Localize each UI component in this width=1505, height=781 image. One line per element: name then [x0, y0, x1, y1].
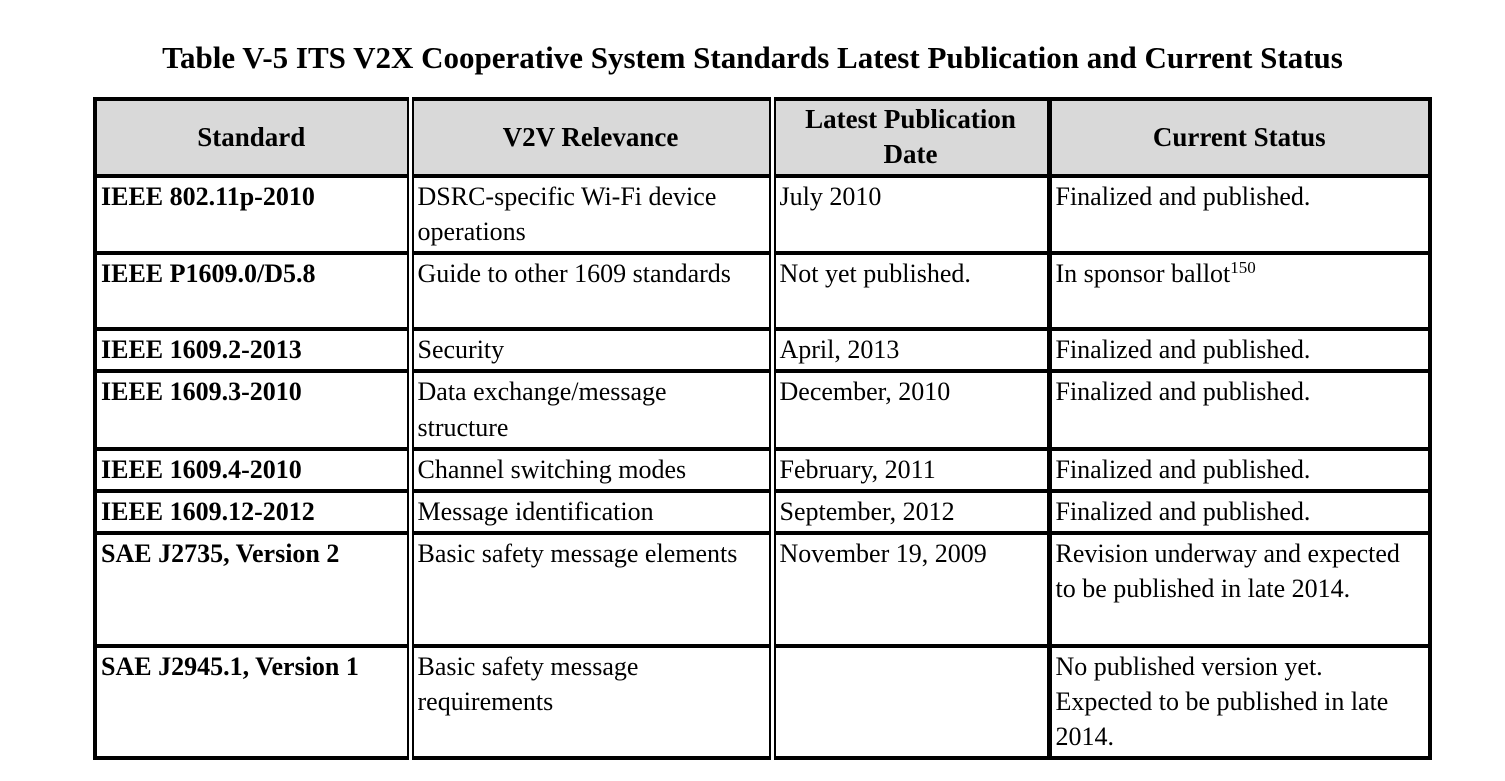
- standard-cell: IEEE P1609.0/D5.8: [95, 251, 410, 332]
- standard-cell: IEEE 1609.12-2012: [95, 488, 410, 535]
- date-cell: Not yet published.: [768, 251, 1049, 332]
- relevance-cell: Security: [406, 327, 772, 374]
- standard-cell: IEEE 1609.3-2010: [95, 369, 410, 451]
- date-cell: April, 2013: [768, 327, 1049, 374]
- date-cell: September, 2012: [768, 488, 1049, 535]
- column-header-current-status: Current Status: [1046, 96, 1430, 179]
- column-header-v2v-relevance: V2V Relevance: [406, 96, 772, 179]
- table-row: IEEE P1609.0/D5.8 Guide to other 1609 st…: [95, 251, 1430, 332]
- footnote-reference: 150: [1230, 258, 1256, 278]
- status-cell: Finalized and published.: [1046, 174, 1430, 256]
- date-cell: November 19, 2009: [768, 530, 1049, 648]
- relevance-cell: DSRC-specific Wi-Fi device operations: [406, 174, 772, 256]
- table-title: Table V-5 ITS V2X Cooperative System Sta…: [162, 40, 1343, 75]
- standards-table-container: Standard V2V Relevance Latest Publicatio…: [93, 96, 1432, 761]
- status-cell: Finalized and published.: [1046, 327, 1430, 374]
- status-cell: Finalized and published.: [1046, 488, 1430, 535]
- table-row: IEEE 1609.3-2010 Data exchange/message s…: [95, 369, 1430, 451]
- table-row: IEEE 1609.12-2012 Message identification…: [95, 488, 1430, 535]
- standard-cell: IEEE 1609.2-2013: [95, 327, 410, 374]
- status-text: In sponsor ballot: [1055, 259, 1231, 289]
- status-cell: In sponsor ballot150: [1046, 251, 1430, 332]
- date-cell: [768, 643, 1049, 761]
- column-header-standard: Standard: [95, 96, 410, 179]
- date-cell: February, 2011: [768, 446, 1049, 493]
- relevance-cell: Basic safety message elements: [406, 530, 772, 648]
- column-header-latest-publication-date: Latest Publication Date: [768, 96, 1049, 179]
- date-cell: December, 2010: [768, 369, 1049, 451]
- status-cell: Finalized and published.: [1046, 369, 1430, 451]
- table-row: IEEE 1609.2-2013 Security April, 2013 Fi…: [95, 327, 1430, 374]
- relevance-cell: Basic safety message requirements: [406, 643, 772, 761]
- standard-cell: SAE J2735, Version 2: [95, 530, 410, 648]
- table-row: IEEE 1609.4-2010 Channel switching modes…: [95, 446, 1430, 493]
- table-row: SAE J2735, Version 2 Basic safety messag…: [95, 530, 1430, 648]
- header-row: Standard V2V Relevance Latest Publicatio…: [95, 96, 1430, 179]
- status-cell: Revision underway and expected to be pub…: [1046, 530, 1430, 648]
- standards-table: Standard V2V Relevance Latest Publicatio…: [93, 96, 1432, 761]
- date-cell: July 2010: [768, 174, 1049, 256]
- relevance-cell: Channel switching modes: [406, 446, 772, 493]
- standard-cell: IEEE 1609.4-2010: [95, 446, 410, 493]
- status-cell: No published version yet. Expected to be…: [1046, 643, 1430, 761]
- table-row: SAE J2945.1, Version 1 Basic safety mess…: [95, 643, 1430, 761]
- table-row: IEEE 802.11p-2010 DSRC-specific Wi-Fi de…: [95, 174, 1430, 256]
- standard-cell: SAE J2945.1, Version 1: [95, 643, 410, 761]
- status-cell: Finalized and published.: [1046, 446, 1430, 493]
- relevance-cell: Data exchange/message structure: [406, 369, 772, 451]
- relevance-cell: Message identification: [406, 488, 772, 535]
- relevance-cell: Guide to other 1609 standards: [406, 251, 772, 332]
- standard-cell: IEEE 802.11p-2010: [95, 174, 410, 256]
